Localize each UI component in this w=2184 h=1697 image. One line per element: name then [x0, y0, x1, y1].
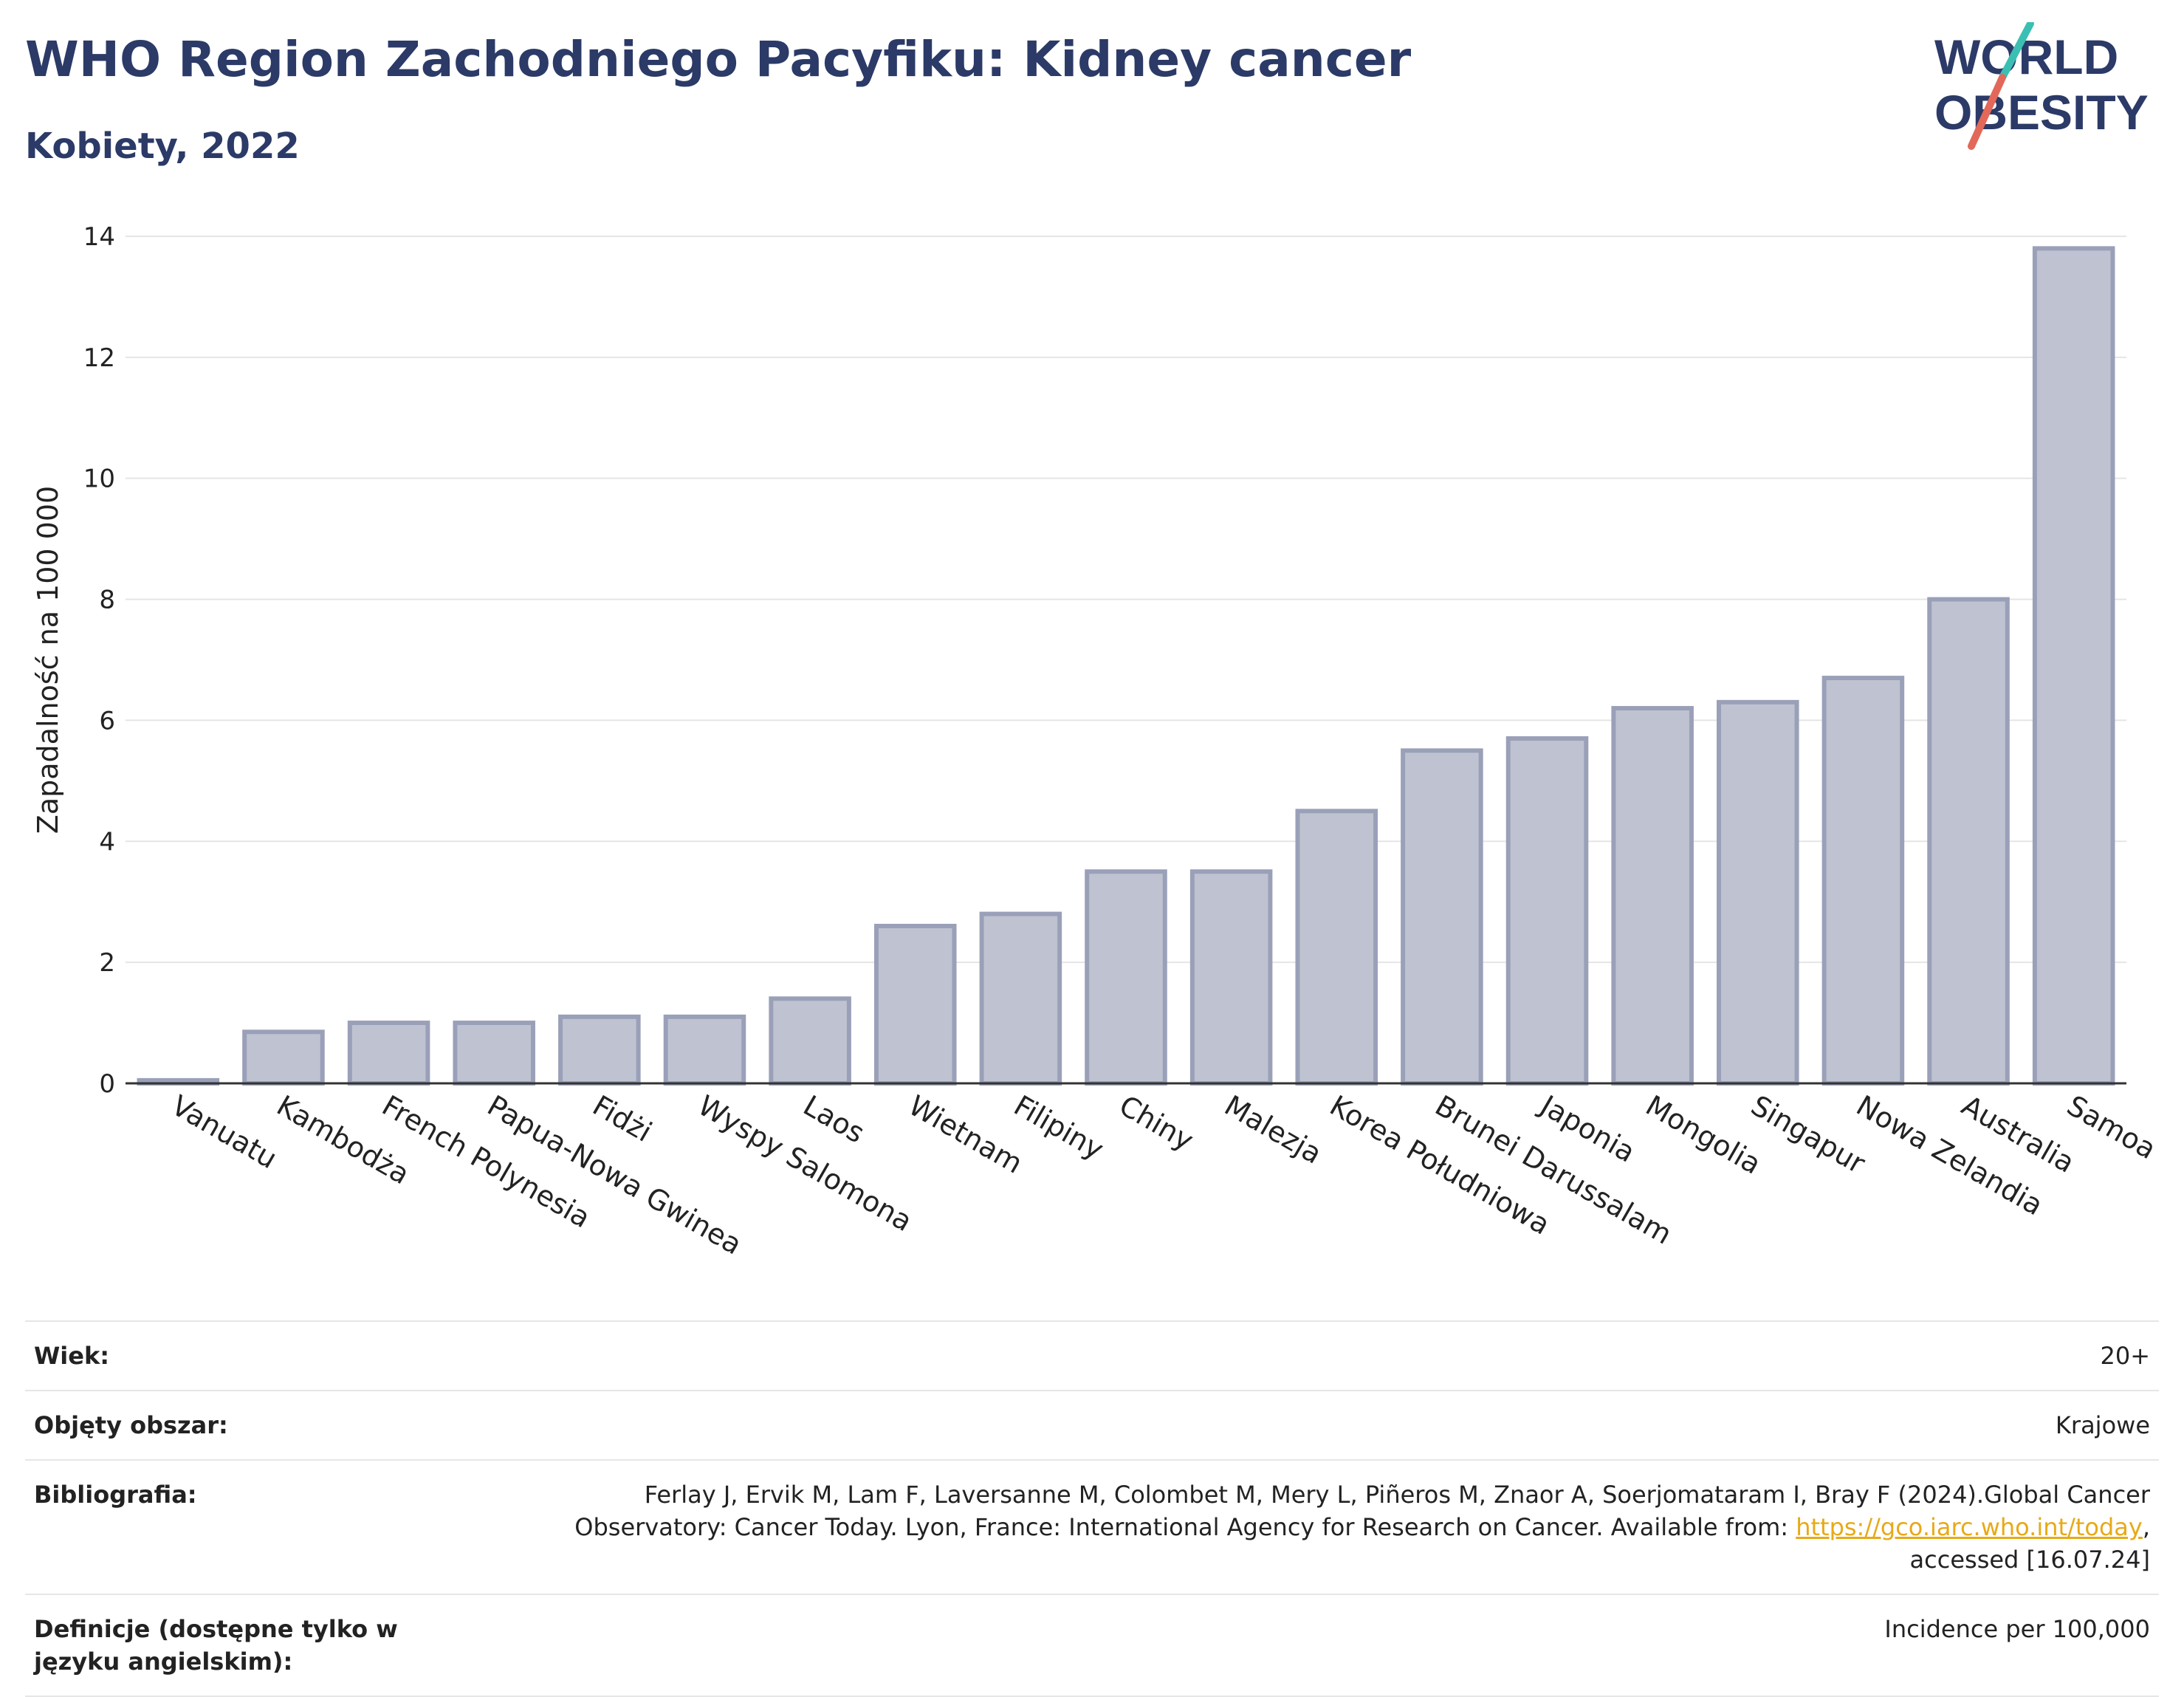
y-tick-label: 10: [83, 464, 115, 494]
bar: [1717, 699, 1799, 1086]
y-tick-label: 6: [99, 706, 115, 736]
x-tick-label: Mongolia: [1641, 1089, 1767, 1181]
bibliography-link[interactable]: https://gco.iarc.who.int/today: [1796, 1513, 2143, 1541]
bar: [1611, 706, 1694, 1086]
coverage-value: Krajowe: [2055, 1411, 2150, 1439]
bar: [242, 1029, 325, 1086]
definitions-label: Definicje (dostępne tylko w języku angie…: [34, 1615, 398, 1676]
chart-subtitle: Kobiety, 2022: [25, 126, 300, 167]
bar: [1505, 736, 1589, 1086]
definitions-value: Incidence per 100,000: [1884, 1615, 2150, 1643]
y-tick-label: 4: [99, 827, 115, 857]
bar: [558, 1014, 641, 1086]
y-tick-label: 2: [99, 948, 115, 978]
logo-line-2: OBESITY: [1934, 85, 2149, 140]
age-label: Wiek:: [34, 1342, 110, 1370]
bar: [453, 1021, 535, 1086]
x-tick-label: Nowa Zelandia: [1851, 1089, 2048, 1222]
bar: [1401, 748, 1483, 1086]
age-value: 20+: [2100, 1342, 2150, 1370]
y-tick-label: 14: [83, 222, 115, 252]
x-tick-label: Laos: [798, 1089, 870, 1150]
bar: [769, 996, 851, 1086]
bar: [663, 1014, 746, 1086]
meta-row-definitions: Definicje (dostępne tylko w języku angie…: [25, 1594, 2159, 1697]
y-tick-label: 12: [83, 343, 115, 373]
logo-accent-teal: [1999, 22, 2034, 81]
bar: [873, 923, 957, 1086]
meta-row-bibliography: Bibliografia: Ferlay J, Ervik M, Lam F, …: [25, 1459, 2159, 1594]
x-tick-label: Chiny: [1114, 1089, 1199, 1157]
logo-accent-red: [1968, 74, 2006, 150]
bibliography-value: Ferlay J, Ervik M, Lam F, Laversanne M, …: [504, 1478, 2150, 1576]
metadata-table: Wiek: 20+ Objęty obszar: Krajowe Bibliog…: [25, 1320, 2159, 1697]
x-tick-label: Vanuatu: [166, 1089, 283, 1175]
world-obesity-logo: WORLD OBESITY: [1934, 22, 2149, 150]
bar: [979, 911, 1062, 1086]
x-tick-label: Fidżi: [587, 1089, 657, 1148]
bibliography-accessed: , accessed [16.07.24]: [1909, 1513, 2150, 1574]
bar: [347, 1021, 430, 1086]
bar: [1821, 676, 1905, 1086]
x-tick-label: Singapur: [1745, 1089, 1871, 1180]
bibliography-label: Bibliografia:: [34, 1481, 197, 1509]
bar: [1927, 597, 2010, 1086]
coverage-label: Objęty obszar:: [34, 1411, 228, 1439]
meta-row-coverage: Objęty obszar: Krajowe: [25, 1390, 2159, 1459]
bibliography-text: Ferlay J, Ervik M, Lam F, Laversanne M, …: [574, 1481, 2150, 1541]
bar-chart: 0 2 4 6 8 10 12 14 Zapadalność na 100 000 Vanuatu…: [32, 222, 2162, 1261]
bar: [1085, 869, 1167, 1086]
bar: [2032, 246, 2115, 1086]
bar: [1295, 809, 1378, 1086]
meta-row-age: Wiek: 20+: [25, 1320, 2159, 1390]
bar: [1189, 869, 1273, 1086]
y-tick-label: 8: [99, 586, 115, 615]
y-tick-label: 0: [99, 1069, 115, 1099]
x-tick-label: Wietnam: [903, 1089, 1028, 1180]
chart-title: WHO Region Zachodniego Pacyfiku: Kidney …: [25, 31, 1412, 88]
y-axis-label: Zapadalność na 100 000: [32, 486, 64, 834]
x-tick-label: Malezja: [1219, 1089, 1328, 1170]
